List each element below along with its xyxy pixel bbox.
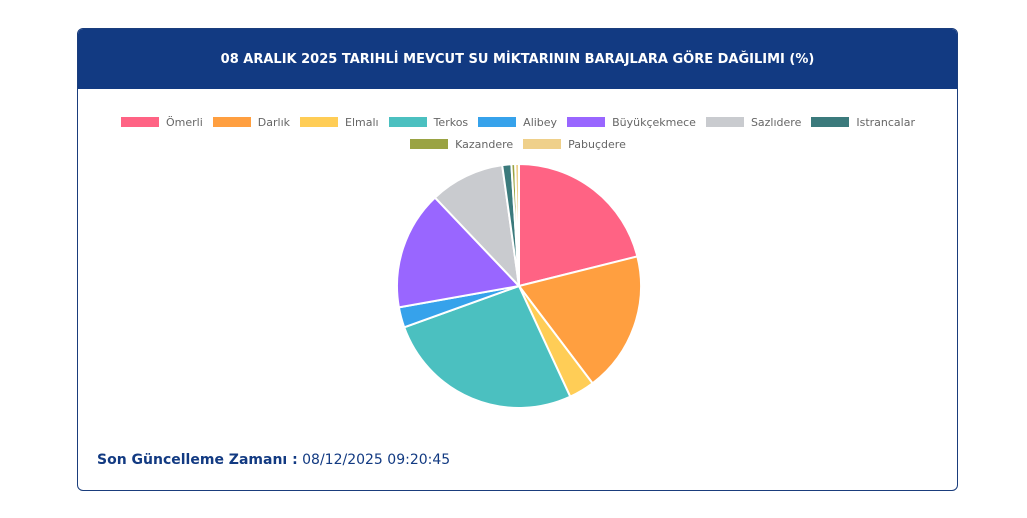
pie-slice (518, 162, 639, 288)
legend-swatch (523, 139, 562, 149)
legend-label: Sazlıdere (750, 115, 802, 129)
legend-label: Ömerli (166, 115, 203, 129)
legend-swatch (811, 117, 850, 127)
legend-item: Sazlıdere (705, 114, 802, 130)
legend-label: Darlık (257, 115, 290, 129)
legend-label: Alibey (523, 115, 558, 129)
legend-item: Kazandere (410, 136, 513, 152)
legend-label: Istrancalar (856, 115, 915, 129)
legend-swatch (567, 117, 606, 127)
legend-item: Istrancalar (811, 114, 915, 130)
legend-item: Büyükçekmece (567, 114, 696, 130)
legend-label: Terkos (433, 115, 469, 129)
pie-slice (396, 196, 522, 309)
pie-slice (517, 255, 642, 385)
legend-item: Elmalı (300, 114, 379, 130)
legend-swatch (388, 117, 427, 127)
pie-slice (514, 162, 520, 287)
footer-value: 08/12/2025 09:20:45 (302, 452, 451, 468)
footer: Son Güncelleme Zamanı : 08/12/2025 09:20… (97, 452, 450, 468)
pie-slice (402, 284, 572, 409)
legend-swatch (478, 117, 517, 127)
legend-item: Pabuçdere (523, 136, 626, 152)
legend-label: Elmalı (345, 115, 379, 129)
pie-slice (433, 164, 521, 289)
legend-swatch (121, 117, 159, 127)
legend-item: Ömerli (121, 114, 203, 130)
footer-label: Son Güncelleme Zamanı : (97, 452, 298, 468)
legend-label: Kazandere (455, 137, 514, 151)
legend-swatch (300, 117, 338, 127)
legend-swatch (705, 117, 744, 127)
legend-swatch (212, 117, 251, 127)
legend-swatch (410, 139, 449, 149)
legend-label: Büyükçekmece (612, 115, 696, 129)
legend-item: Alibey (478, 114, 557, 130)
chart-title: 08 ARALIK 2025 TARIHLİ MEVCUT SU MİKTARI… (78, 29, 957, 89)
legend-item: Terkos (388, 114, 469, 130)
legend: Ömerli Darlık Elmalı Terkos Alibey Büyükçekme… (108, 114, 928, 152)
legend-item: Darlık (212, 114, 290, 130)
card: 08 ARALIK 2025 TARIHLİ MEVCUT SU MİKTARI… (77, 28, 958, 491)
legend-label: Pabuçdere (568, 137, 626, 151)
pie-chart (396, 162, 642, 409)
